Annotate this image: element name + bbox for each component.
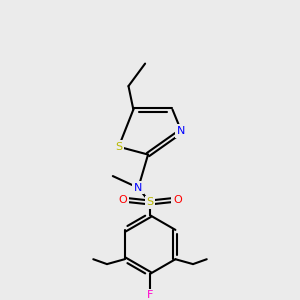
Text: S: S (146, 197, 154, 208)
Text: N: N (134, 183, 142, 193)
Text: N: N (177, 126, 185, 136)
Text: F: F (147, 290, 153, 300)
Text: O: O (173, 195, 182, 205)
Text: O: O (118, 195, 127, 205)
Text: S: S (115, 142, 122, 152)
